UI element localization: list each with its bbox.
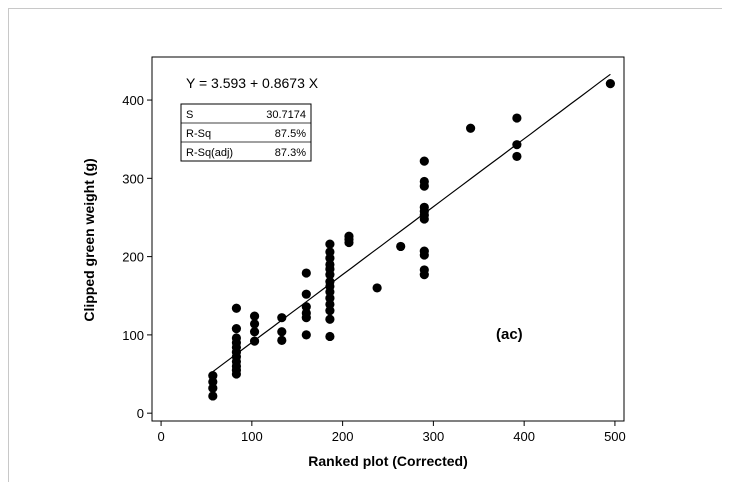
plot-area [151,56,625,422]
data-point [325,277,335,287]
stat-value-rsq: 87.5% [275,128,306,140]
plot-border [151,56,625,422]
data-points [208,79,615,401]
data-point [301,289,311,299]
equation-label: Y = 3.593 + 0.8673 X [186,75,319,91]
y-tick-label: 100 [122,328,144,343]
data-point [301,302,311,312]
x-tick-label: 300 [423,429,445,444]
data-point [301,330,311,340]
data-point [231,324,242,334]
y-tick-label: 0 [137,406,144,421]
data-point [419,176,429,187]
data-point [277,327,287,337]
stat-label-rsq-adj: R-Sq(adj) [186,147,233,159]
data-point [512,113,522,123]
data-point [325,239,335,249]
data-point [605,79,615,89]
x-tick-label: 200 [332,429,354,444]
y-axis-title: Clipped green weight (g) [81,158,97,321]
data-point [419,246,429,256]
data-point [419,265,429,275]
stats-box-border [180,103,312,162]
data-point [419,156,429,166]
data-point [301,268,311,278]
data-point [325,247,335,257]
data-point [466,123,476,133]
data-point [512,140,522,150]
data-point [277,313,287,323]
x-axis-ticks: 0 100 200 300 400 500 [157,421,626,444]
data-point [231,303,242,313]
y-tick-label: 400 [122,93,144,108]
stats-box: S 30.7174 R-Sq 87.5% R-Sq(adj) 87.3% [180,103,312,162]
data-point [372,283,382,293]
data-point [249,336,260,346]
x-tick-label: 400 [513,429,535,444]
data-point [325,314,335,324]
data-point [249,311,260,321]
y-tick-label: 300 [122,171,144,186]
data-point [512,151,522,162]
data-point [419,202,429,212]
data-point [249,319,260,329]
y-axis-ticks: 0 100 200 300 400 [122,93,152,421]
x-tick-label: 100 [241,429,263,444]
x-axis-title: Ranked plot (Corrected) [308,453,467,469]
figure-frame [8,8,722,482]
data-point [208,370,218,381]
stat-label-rsq: R-Sq [186,128,211,140]
data-point [325,331,335,342]
stat-value-s: 30.7174 [266,109,306,121]
data-point [249,327,260,337]
x-tick-label: 500 [604,429,626,444]
stat-label-s: S [186,109,193,121]
data-point [208,391,218,401]
data-point [231,333,242,343]
y-tick-label: 200 [122,250,144,265]
data-point [277,335,287,345]
panel-label: (ac) [496,326,523,343]
regression-line [212,73,611,373]
stat-value-rsq-adj: 87.3% [275,147,306,159]
x-tick-label: 0 [157,429,164,444]
data-point [396,241,406,252]
data-point [344,231,354,241]
